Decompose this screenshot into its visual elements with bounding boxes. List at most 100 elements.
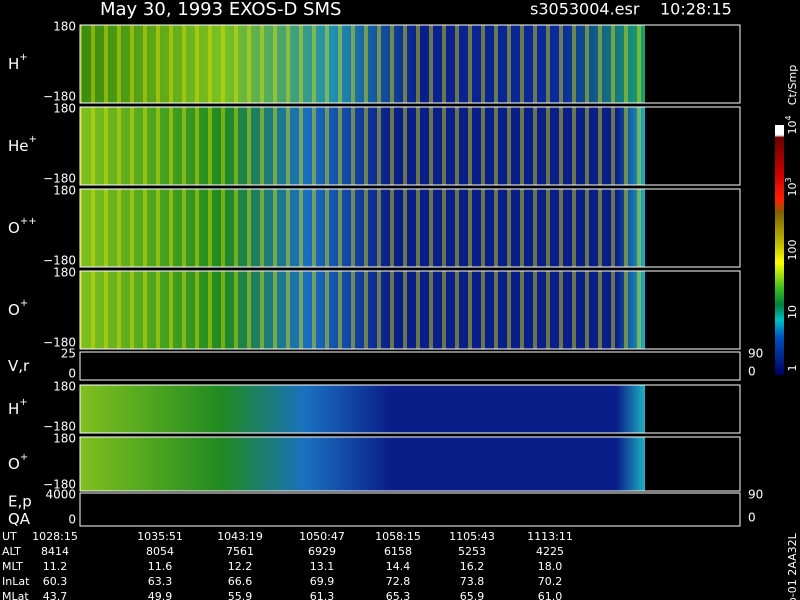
table-cell: 8414 <box>41 545 69 558</box>
label-text: H <box>8 400 19 418</box>
tick-bottom: −180 <box>43 90 76 104</box>
panel-frame <box>79 270 741 350</box>
panel-label: E,p <box>8 492 32 510</box>
spectrogram <box>80 352 645 380</box>
tick-top: 180 <box>53 184 76 198</box>
panel-label: H+ <box>8 397 28 418</box>
label-text: O <box>8 219 20 237</box>
row-label: MLT <box>2 560 23 573</box>
tick-bottom: 0 <box>68 513 76 527</box>
stripe-overlay <box>80 25 645 103</box>
label-base: 1 <box>786 365 799 372</box>
panel-label: H+ <box>8 52 28 73</box>
tick-bottom: −180 <box>43 336 76 350</box>
spectrogram <box>80 385 645 433</box>
row-label: UT <box>2 530 17 543</box>
right-tick-top: 90 <box>748 347 763 361</box>
table-cell: 4225 <box>536 545 564 558</box>
panel-frame <box>79 492 741 527</box>
table-cell: 61.3 <box>310 590 335 600</box>
table-cell: 14.4 <box>386 560 411 573</box>
label-base: 10 <box>786 121 799 135</box>
label-text: V,r <box>8 357 30 375</box>
label-base: 10 <box>786 305 799 319</box>
table-cell: 11.6 <box>148 560 173 573</box>
tick-top: 180 <box>53 102 76 116</box>
table-cell: 11.2 <box>43 560 68 573</box>
colorbar-unit: Ct/Smp <box>786 65 799 105</box>
label-text: E,p <box>8 492 32 510</box>
table-cell: 60.3 <box>43 575 68 588</box>
colorbar-label: 104 <box>784 115 800 134</box>
label-charge: + <box>20 298 28 309</box>
table-cell: 66.6 <box>228 575 253 588</box>
tick-bottom: −180 <box>43 420 76 434</box>
label-base: 10 <box>786 183 799 197</box>
tick-bottom: 0 <box>68 367 76 381</box>
tick-bottom: −180 <box>43 254 76 268</box>
footer: Feb-01 2AA32L <box>786 532 799 600</box>
right-tick-bottom: 0 <box>748 365 756 379</box>
row-label: MLat <box>2 590 29 600</box>
tick-top: 25 <box>61 347 76 361</box>
tick-top: 180 <box>53 266 76 280</box>
label-text: O <box>8 455 20 473</box>
label-text: H <box>8 55 19 73</box>
table-cell: 65.9 <box>460 590 485 600</box>
tick-bottom: −180 <box>43 172 76 186</box>
table-cell: 55.9 <box>228 590 253 600</box>
panel-frame <box>79 24 741 104</box>
table-cell: 6929 <box>308 545 336 558</box>
label-charge: + <box>20 452 28 463</box>
tick-top: 180 <box>53 432 76 446</box>
table-cell: 1050:47 <box>299 530 345 543</box>
label-charge: + <box>19 52 27 63</box>
tick-top: 180 <box>53 20 76 34</box>
panel-label: O+ <box>8 452 28 473</box>
tick-bottom: −180 <box>43 478 76 492</box>
stripe-overlay <box>80 107 645 185</box>
panel-label: V,r <box>8 357 30 375</box>
panel-label: O+ <box>8 298 28 319</box>
panel-frame <box>79 106 741 186</box>
right-tick-top: 90 <box>748 488 763 502</box>
panel-frame <box>79 436 741 492</box>
time: 10:28:15 <box>660 0 732 19</box>
table-cell: 69.9 <box>310 575 335 588</box>
panel-label-2: QA <box>8 510 31 528</box>
table-cell: 70.2 <box>538 575 563 588</box>
spectrogram <box>80 493 645 526</box>
table-cell: 65.3 <box>386 590 411 600</box>
table-cell: 16.2 <box>460 560 485 573</box>
table-cell: 1105:43 <box>449 530 495 543</box>
label-text: O <box>8 301 20 319</box>
table-cell: 13.1 <box>310 560 335 573</box>
table-cell: 5253 <box>458 545 486 558</box>
right-tick-bottom: 0 <box>748 511 756 525</box>
row-label: ALT <box>2 545 21 558</box>
tick-top: 180 <box>53 380 76 394</box>
table-cell: 61.0 <box>538 590 563 600</box>
file-name: s3053004.esr <box>530 0 640 19</box>
table-cell: 8054 <box>146 545 174 558</box>
label-exp: 3 <box>784 177 793 182</box>
table-cell: 1028:15 <box>32 530 78 543</box>
table-cell: 1035:51 <box>137 530 183 543</box>
colorbar-label: 103 <box>784 177 800 196</box>
label-exp: 4 <box>784 115 793 120</box>
label-base: 100 <box>786 240 799 261</box>
table-cell: 49.9 <box>148 590 173 600</box>
label-charge: + <box>19 397 27 408</box>
table-cell: 63.3 <box>148 575 173 588</box>
table-cell: 6158 <box>384 545 412 558</box>
tick-top: 4000 <box>45 488 76 502</box>
row-label: InLat <box>2 575 30 588</box>
table-cell: 12.2 <box>228 560 253 573</box>
panel-frame <box>79 351 741 381</box>
spectrogram <box>80 437 645 491</box>
title: May 30, 1993 EXOS-D SMS <box>100 0 341 20</box>
table-cell: 1113:11 <box>527 530 573 543</box>
panel-frame <box>79 188 741 268</box>
